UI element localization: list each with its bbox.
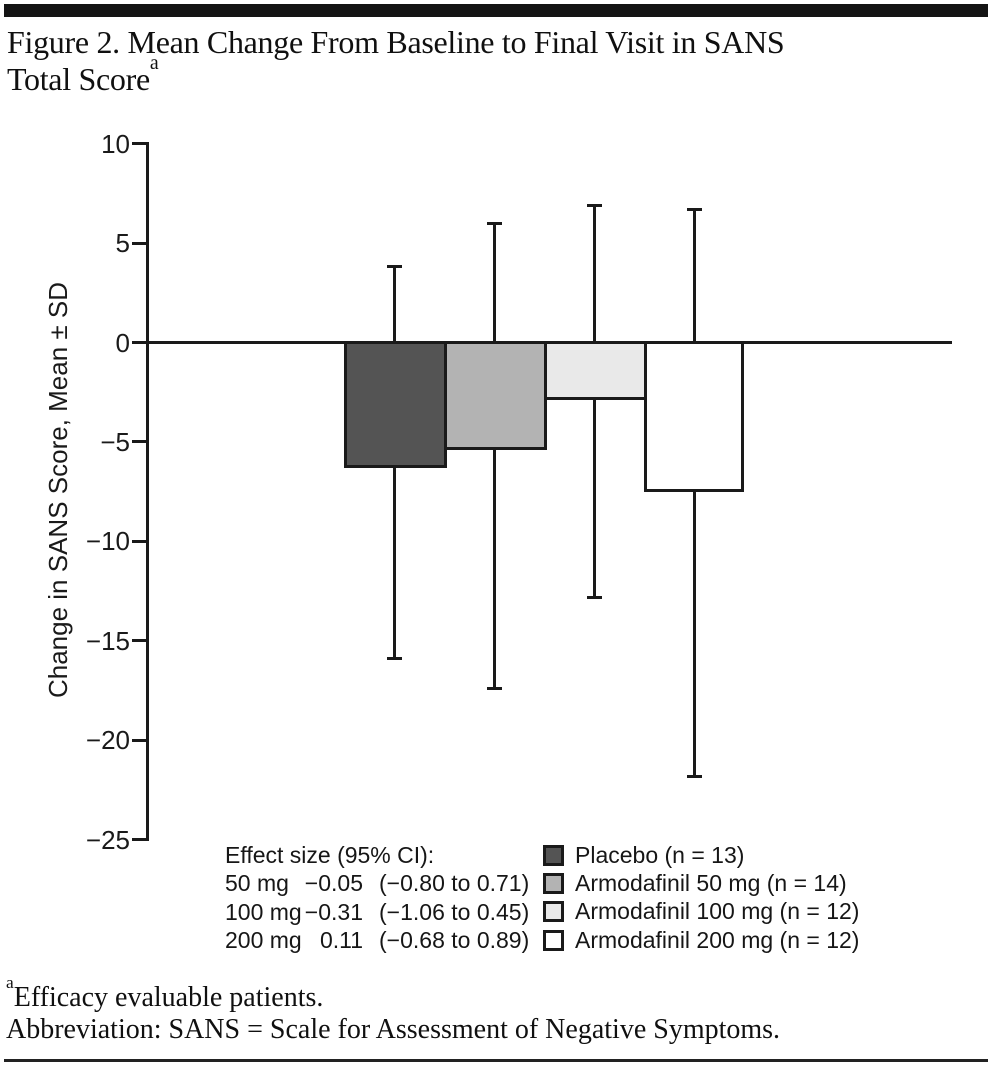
legend-row: Armodafinil 50 mg (n = 14) xyxy=(543,869,859,897)
error-bar-upper xyxy=(492,221,496,343)
bar-series-2 xyxy=(544,341,647,401)
y-tick xyxy=(132,241,146,245)
error-bar-lower xyxy=(592,400,596,599)
legend-swatch-icon xyxy=(543,873,564,895)
error-bar-lower xyxy=(492,449,496,690)
error-bar-lower xyxy=(392,467,396,661)
effect-dose: 100 mg xyxy=(225,898,302,925)
y-tick-label: 0 xyxy=(115,327,130,358)
effect-size-header: Effect size (95% CI): xyxy=(225,842,435,868)
effect-size-row: 50 mg −0.05 (−0.80 to 0.71) xyxy=(225,869,529,897)
effect-ci: (−0.68 to 0.89) xyxy=(379,927,530,954)
effect-ci: (−1.06 to 0.45) xyxy=(379,898,530,925)
y-tick-label: −25 xyxy=(85,824,130,855)
effect-size-row: 200 mg 0.11 (−0.68 to 0.89) xyxy=(225,926,529,954)
legend-row: Armodafinil 100 mg (n = 12) xyxy=(543,898,859,926)
bar-series-3 xyxy=(644,341,744,492)
error-bar-upper xyxy=(392,265,396,343)
y-tick xyxy=(132,639,146,643)
title-superscript: a xyxy=(149,52,159,75)
legend-label: Armodafinil 200 mg (n = 12) xyxy=(575,926,860,953)
bar-series-1 xyxy=(444,341,547,450)
error-bar-upper xyxy=(592,203,596,343)
effect-value: −0.31 xyxy=(304,898,363,925)
y-tick xyxy=(132,738,146,742)
effect-dose: 50 mg xyxy=(225,870,289,897)
y-tick-label: −20 xyxy=(85,725,130,756)
legend-label: Armodafinil 100 mg (n = 12) xyxy=(575,898,860,925)
y-tick xyxy=(132,539,146,543)
footnote-a: aEfficacy evaluable patients. xyxy=(6,972,324,1013)
effect-value: −0.05 xyxy=(304,870,363,897)
effect-size-table: Effect size (95% CI): 50 mg −0.05 (−0.80 t… xyxy=(225,841,529,955)
error-bar-lower-cap xyxy=(686,774,702,778)
bar-series-0 xyxy=(344,341,447,468)
y-axis-label: Change in SANS Score, Mean ± SD xyxy=(43,281,73,699)
y-tick-label: −10 xyxy=(85,526,130,557)
figure-footnotes: aEfficacy evaluable patients. Abbreviati… xyxy=(6,972,981,1045)
error-bar-lower-cap xyxy=(586,595,602,599)
error-bar-upper xyxy=(692,207,696,343)
y-tick-label: 10 xyxy=(101,128,130,159)
y-tick xyxy=(132,838,146,842)
chart-legend: Placebo (n = 13) Armodafinil 50 mg (n = 1… xyxy=(543,841,859,955)
legend-label: Armodafinil 50 mg (n = 14) xyxy=(575,870,847,897)
bottom-rule xyxy=(4,1059,988,1062)
error-bar-lower-cap xyxy=(386,657,402,661)
error-bar-upper-cap xyxy=(586,203,602,207)
figure-title-line2: Total Scorea xyxy=(7,52,159,97)
legend-row: Armodafinil 200 mg (n = 12) xyxy=(543,926,859,954)
error-bar-upper-cap xyxy=(486,221,502,225)
figure-title-line1: Figure 2. Mean Change From Baseline to F… xyxy=(7,24,785,60)
y-tick-label: −5 xyxy=(100,426,130,457)
y-tick xyxy=(132,142,146,146)
legend-swatch-icon xyxy=(543,929,564,951)
legend-swatch-icon xyxy=(543,844,564,866)
y-tick xyxy=(132,341,146,344)
effect-dose: 200 mg xyxy=(225,927,302,954)
legend-swatch-icon xyxy=(543,901,564,923)
legend-label: Placebo (n = 13) xyxy=(575,841,745,868)
effect-value: 0.11 xyxy=(319,927,363,954)
top-rule xyxy=(4,4,988,17)
footnote-abbreviation: Abbreviation: SANS = Scale for Assessmen… xyxy=(6,1013,781,1045)
y-tick-label: −15 xyxy=(85,625,130,656)
effect-ci: (−0.80 to 0.71) xyxy=(379,870,530,897)
legend-row: Placebo (n = 13) xyxy=(543,841,859,869)
effect-size-row: 100 mg −0.31 (−1.06 to 0.45) xyxy=(225,898,529,926)
error-bar-lower xyxy=(692,491,696,778)
y-tick xyxy=(132,440,146,444)
error-bar-upper-cap xyxy=(686,207,702,211)
footnote-a-marker: a xyxy=(6,972,14,992)
y-tick-label: 5 xyxy=(115,228,130,259)
error-bar-lower-cap xyxy=(486,687,502,691)
y-axis-line xyxy=(146,142,149,842)
error-bar-upper-cap xyxy=(386,265,402,269)
figure-title: Figure 2. Mean Change From Baseline to F… xyxy=(7,24,982,98)
